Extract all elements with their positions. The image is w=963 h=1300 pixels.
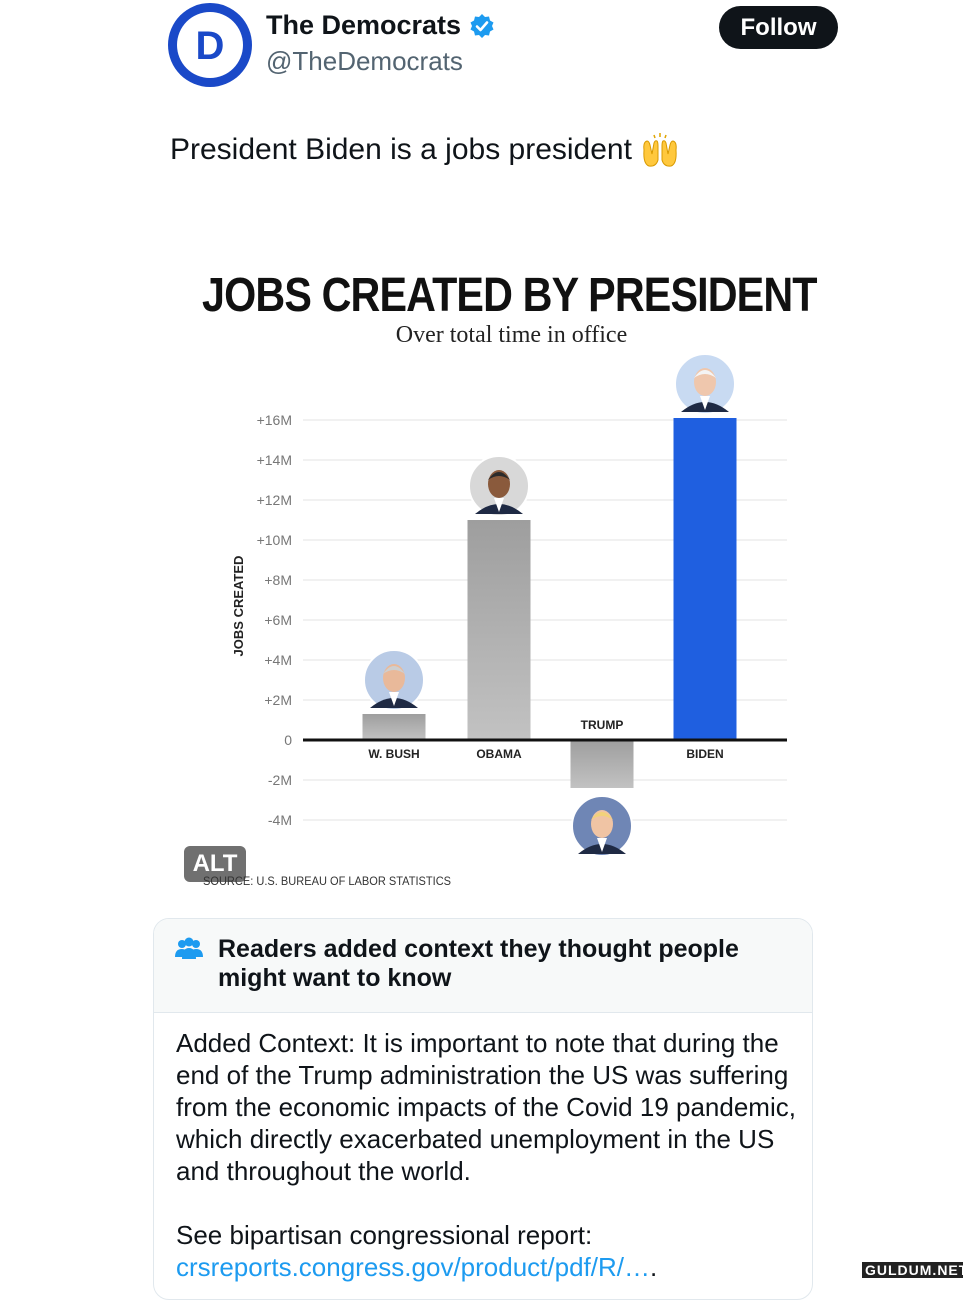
chart-subtitle: Over total time in office <box>395 322 628 348</box>
portrait-trump <box>571 795 633 857</box>
follow-button[interactable]: Follow <box>719 6 838 49</box>
community-note-text: Added Context: It is important to note t… <box>176 1028 796 1186</box>
account-display-name[interactable]: The Democrats <box>266 10 495 41</box>
portrait-wbush <box>363 649 425 711</box>
account-avatar[interactable]: D <box>168 3 252 87</box>
chart-y-ticks: +16M +14M +12M +10M +8M +6M +4M +2M 0 -2M -4M <box>257 412 293 828</box>
y-tick-label: +8M <box>264 572 292 588</box>
portrait-obama <box>468 455 530 517</box>
community-note-header: Readers added context they thought peopl… <box>154 919 812 1013</box>
y-tick-label: -4M <box>268 812 292 828</box>
y-tick-label: +4M <box>264 652 292 668</box>
y-tick-label: -2M <box>268 772 292 788</box>
chart-source: SOURCE: U.S. BUREAU OF LABOR STATISTICS <box>203 874 452 888</box>
category-label: TRUMP <box>581 718 624 732</box>
link-suffix: . <box>649 1252 658 1282</box>
category-label: OBAMA <box>476 747 522 761</box>
community-note-report-label: See bipartisan congressional report: <box>176 1220 593 1250</box>
y-tick-label: +10M <box>257 532 292 548</box>
bar-obama <box>467 520 531 740</box>
avatar-letter: D <box>196 24 225 68</box>
community-note-body: Added Context: It is important to note t… <box>176 1027 796 1283</box>
y-tick-label: +2M <box>264 692 292 708</box>
people-icon <box>175 937 203 959</box>
y-tick-label: +16M <box>257 412 292 428</box>
community-note-heading: Readers added context they thought peopl… <box>218 935 739 992</box>
category-label: BIDEN <box>686 747 723 761</box>
raising-hands-icon <box>643 133 677 167</box>
tweet-text: President Biden is a jobs president <box>170 132 680 168</box>
verified-badge-icon <box>470 13 494 38</box>
chart-category-labels: W. BUSH OBAMA TRUMP BIDEN <box>368 718 723 761</box>
display-name-text[interactable]: The Democrats <box>266 10 462 40</box>
community-note: Readers added context they thought peopl… <box>153 918 813 1300</box>
jobs-bar-chart[interactable]: +16M +14M +12M +10M +8M +6M +4M +2M 0 -2M -4M JOBS… <box>0 340 963 870</box>
report-link[interactable]: crsreports.congress.gov/product/pdf/R/… <box>176 1252 650 1282</box>
chart-portraits <box>363 353 736 857</box>
watermark: GULDUM.NET <box>862 1262 963 1278</box>
y-tick-label: +14M <box>257 452 292 468</box>
alt-text-button[interactable]: ALT <box>184 846 246 882</box>
tweet-text-content: President Biden is a jobs president <box>170 133 632 166</box>
bar-biden <box>673 418 737 740</box>
account-handle[interactable]: @TheDemocrats <box>266 46 463 76</box>
category-label: W. BUSH <box>368 747 419 761</box>
y-axis-label: JOBS CREATED <box>231 556 246 657</box>
y-tick-label: +6M <box>264 612 292 628</box>
portrait-biden <box>674 353 736 415</box>
chart-title: JOBS CREATED BY PRESIDENT <box>202 269 817 322</box>
chart-bars <box>362 418 737 788</box>
y-tick-label: +12M <box>257 492 292 508</box>
bar-wbush <box>362 714 426 740</box>
community-note-link-line: crsreports.congress.gov/product/pdf/R/…. <box>176 1251 796 1283</box>
y-tick-label: 0 <box>284 732 292 748</box>
bar-trump <box>570 740 634 788</box>
